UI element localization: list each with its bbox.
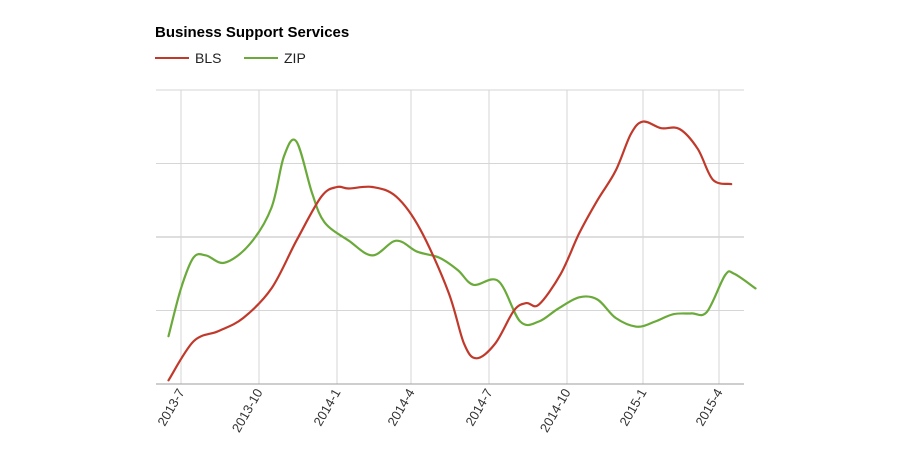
legend-label-zip: ZIP <box>284 50 306 66</box>
legend-label-bls: BLS <box>195 50 222 66</box>
legend-item-bls[interactable]: BLS <box>155 50 221 66</box>
x-tick-label: 2014-4 <box>384 386 417 429</box>
chart-title: Business Support Services <box>155 24 350 41</box>
legend-item-zip[interactable]: ZIP <box>244 50 306 66</box>
grid <box>156 89 744 385</box>
legend-swatch-bls <box>155 57 189 59</box>
x-tick-label: 2015-4 <box>692 386 725 429</box>
x-axis-tick-labels: 2013-7 2013-10 2014-1 2014-4 2014-7 2014-10 20… <box>154 386 725 435</box>
series-line-bls[interactable] <box>167 120 733 382</box>
x-tick-label: 2014-1 <box>310 386 343 429</box>
x-tick-label: 2013-10 <box>229 386 266 435</box>
x-tick-label: 2014-10 <box>537 386 574 435</box>
series-line-zip[interactable] <box>167 138 757 338</box>
x-tick-label: 2013-7 <box>154 386 187 429</box>
x-tick-label: 2015-1 <box>616 386 649 429</box>
series-lines <box>167 120 757 382</box>
legend-swatch-zip <box>244 57 278 59</box>
x-tick-label: 2014-7 <box>462 386 495 429</box>
